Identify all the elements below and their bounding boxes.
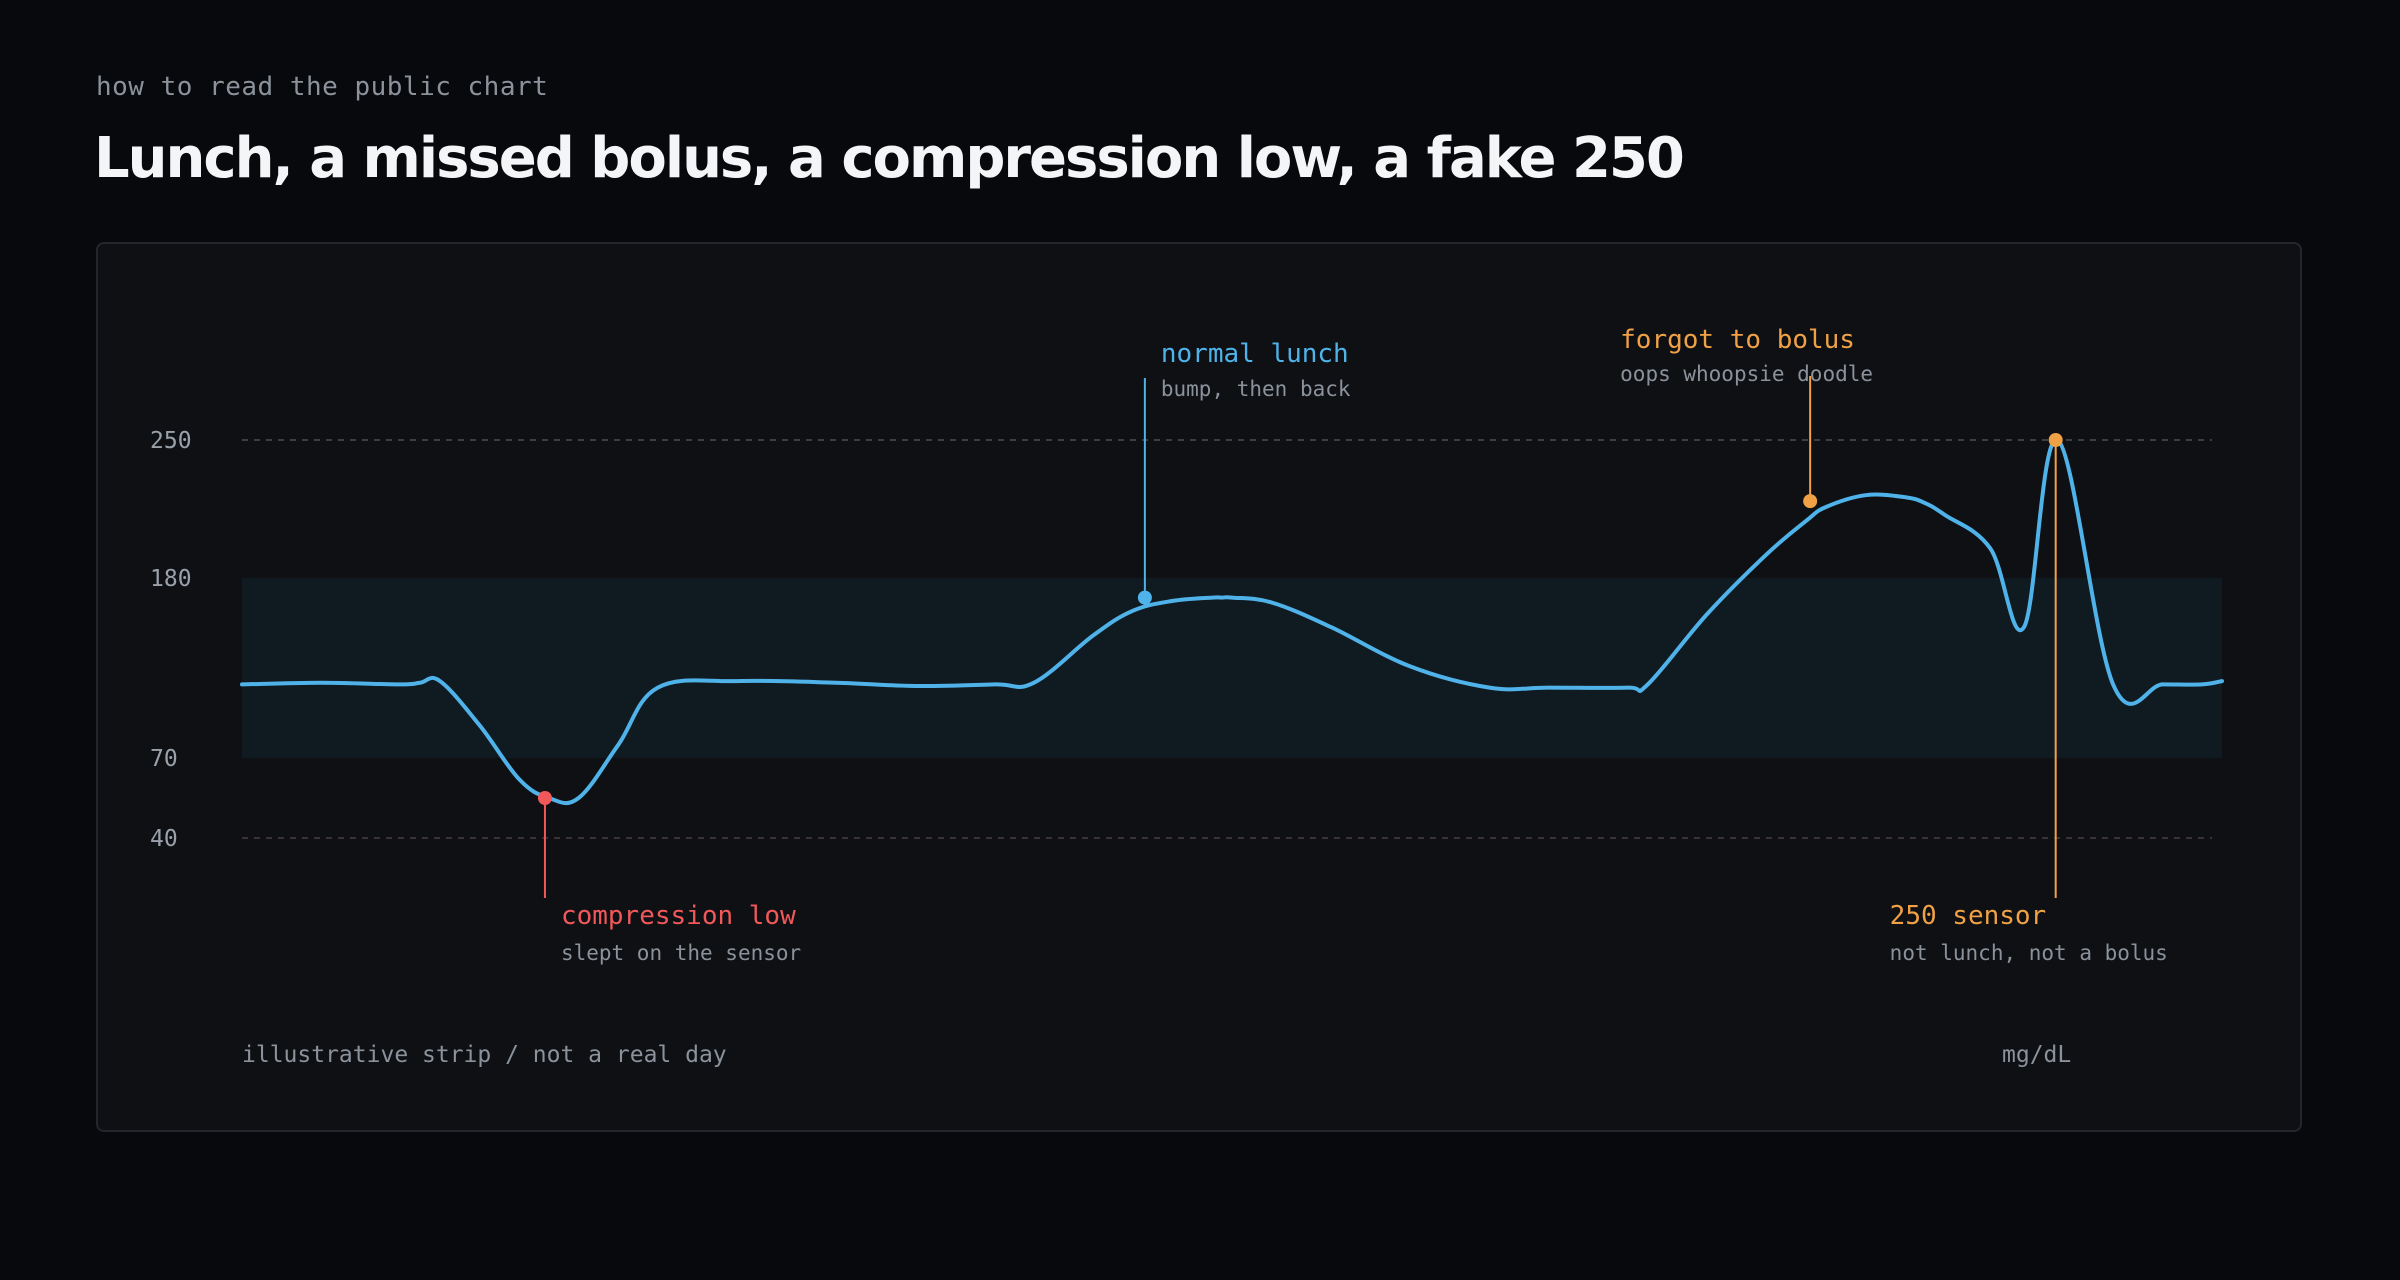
annotation-marker — [1137, 590, 1152, 605]
annotation-detail: slept on the sensor — [561, 941, 801, 965]
y-axis-ticks: 250 180 70 40 — [150, 428, 192, 852]
glucose-trace-line — [240, 437, 2224, 806]
annotation-marker — [2048, 433, 2063, 447]
annotation-markers — [537, 433, 2063, 805]
y-tick-label: 250 — [150, 428, 192, 454]
annotation-leaders — [543, 376, 2057, 898]
annotation-detail: not lunch, not a bolus — [1890, 941, 2168, 965]
annotation-marker — [1803, 494, 1818, 509]
target-range-band — [242, 578, 2222, 758]
annotation-labels: compression low slept on the sensor normal… — [561, 325, 2168, 965]
chart-title: Lunch, a missed bolus, a compression low… — [94, 126, 1685, 191]
guide-lines — [242, 439, 2212, 839]
y-tick-label: 180 — [150, 566, 192, 592]
footer-note: illustrative strip / not a real day — [242, 1042, 727, 1068]
annotation-marker — [537, 791, 552, 805]
chart-card: 250 180 70 40 compression low slept on the s… — [96, 242, 2302, 1132]
y-tick-label: 70 — [150, 746, 178, 772]
glucose-chart: 250 180 70 40 compression low slept on the s… — [150, 325, 2224, 1068]
unit-label: mg/dL — [2002, 1042, 2071, 1068]
annotation-detail: bump, then back — [1161, 377, 1351, 401]
y-tick-label: 40 — [150, 826, 178, 852]
chart-eyebrow: how to read the public chart — [96, 72, 549, 102]
annotation-label: normal lunch — [1161, 339, 1349, 369]
annotation-label: compression low — [561, 901, 796, 931]
annotation-detail: oops whoopsie doodle — [1620, 362, 1873, 386]
annotation-label: 250 sensor — [1890, 901, 2047, 931]
annotation-label: forgot to bolus — [1620, 325, 1855, 355]
